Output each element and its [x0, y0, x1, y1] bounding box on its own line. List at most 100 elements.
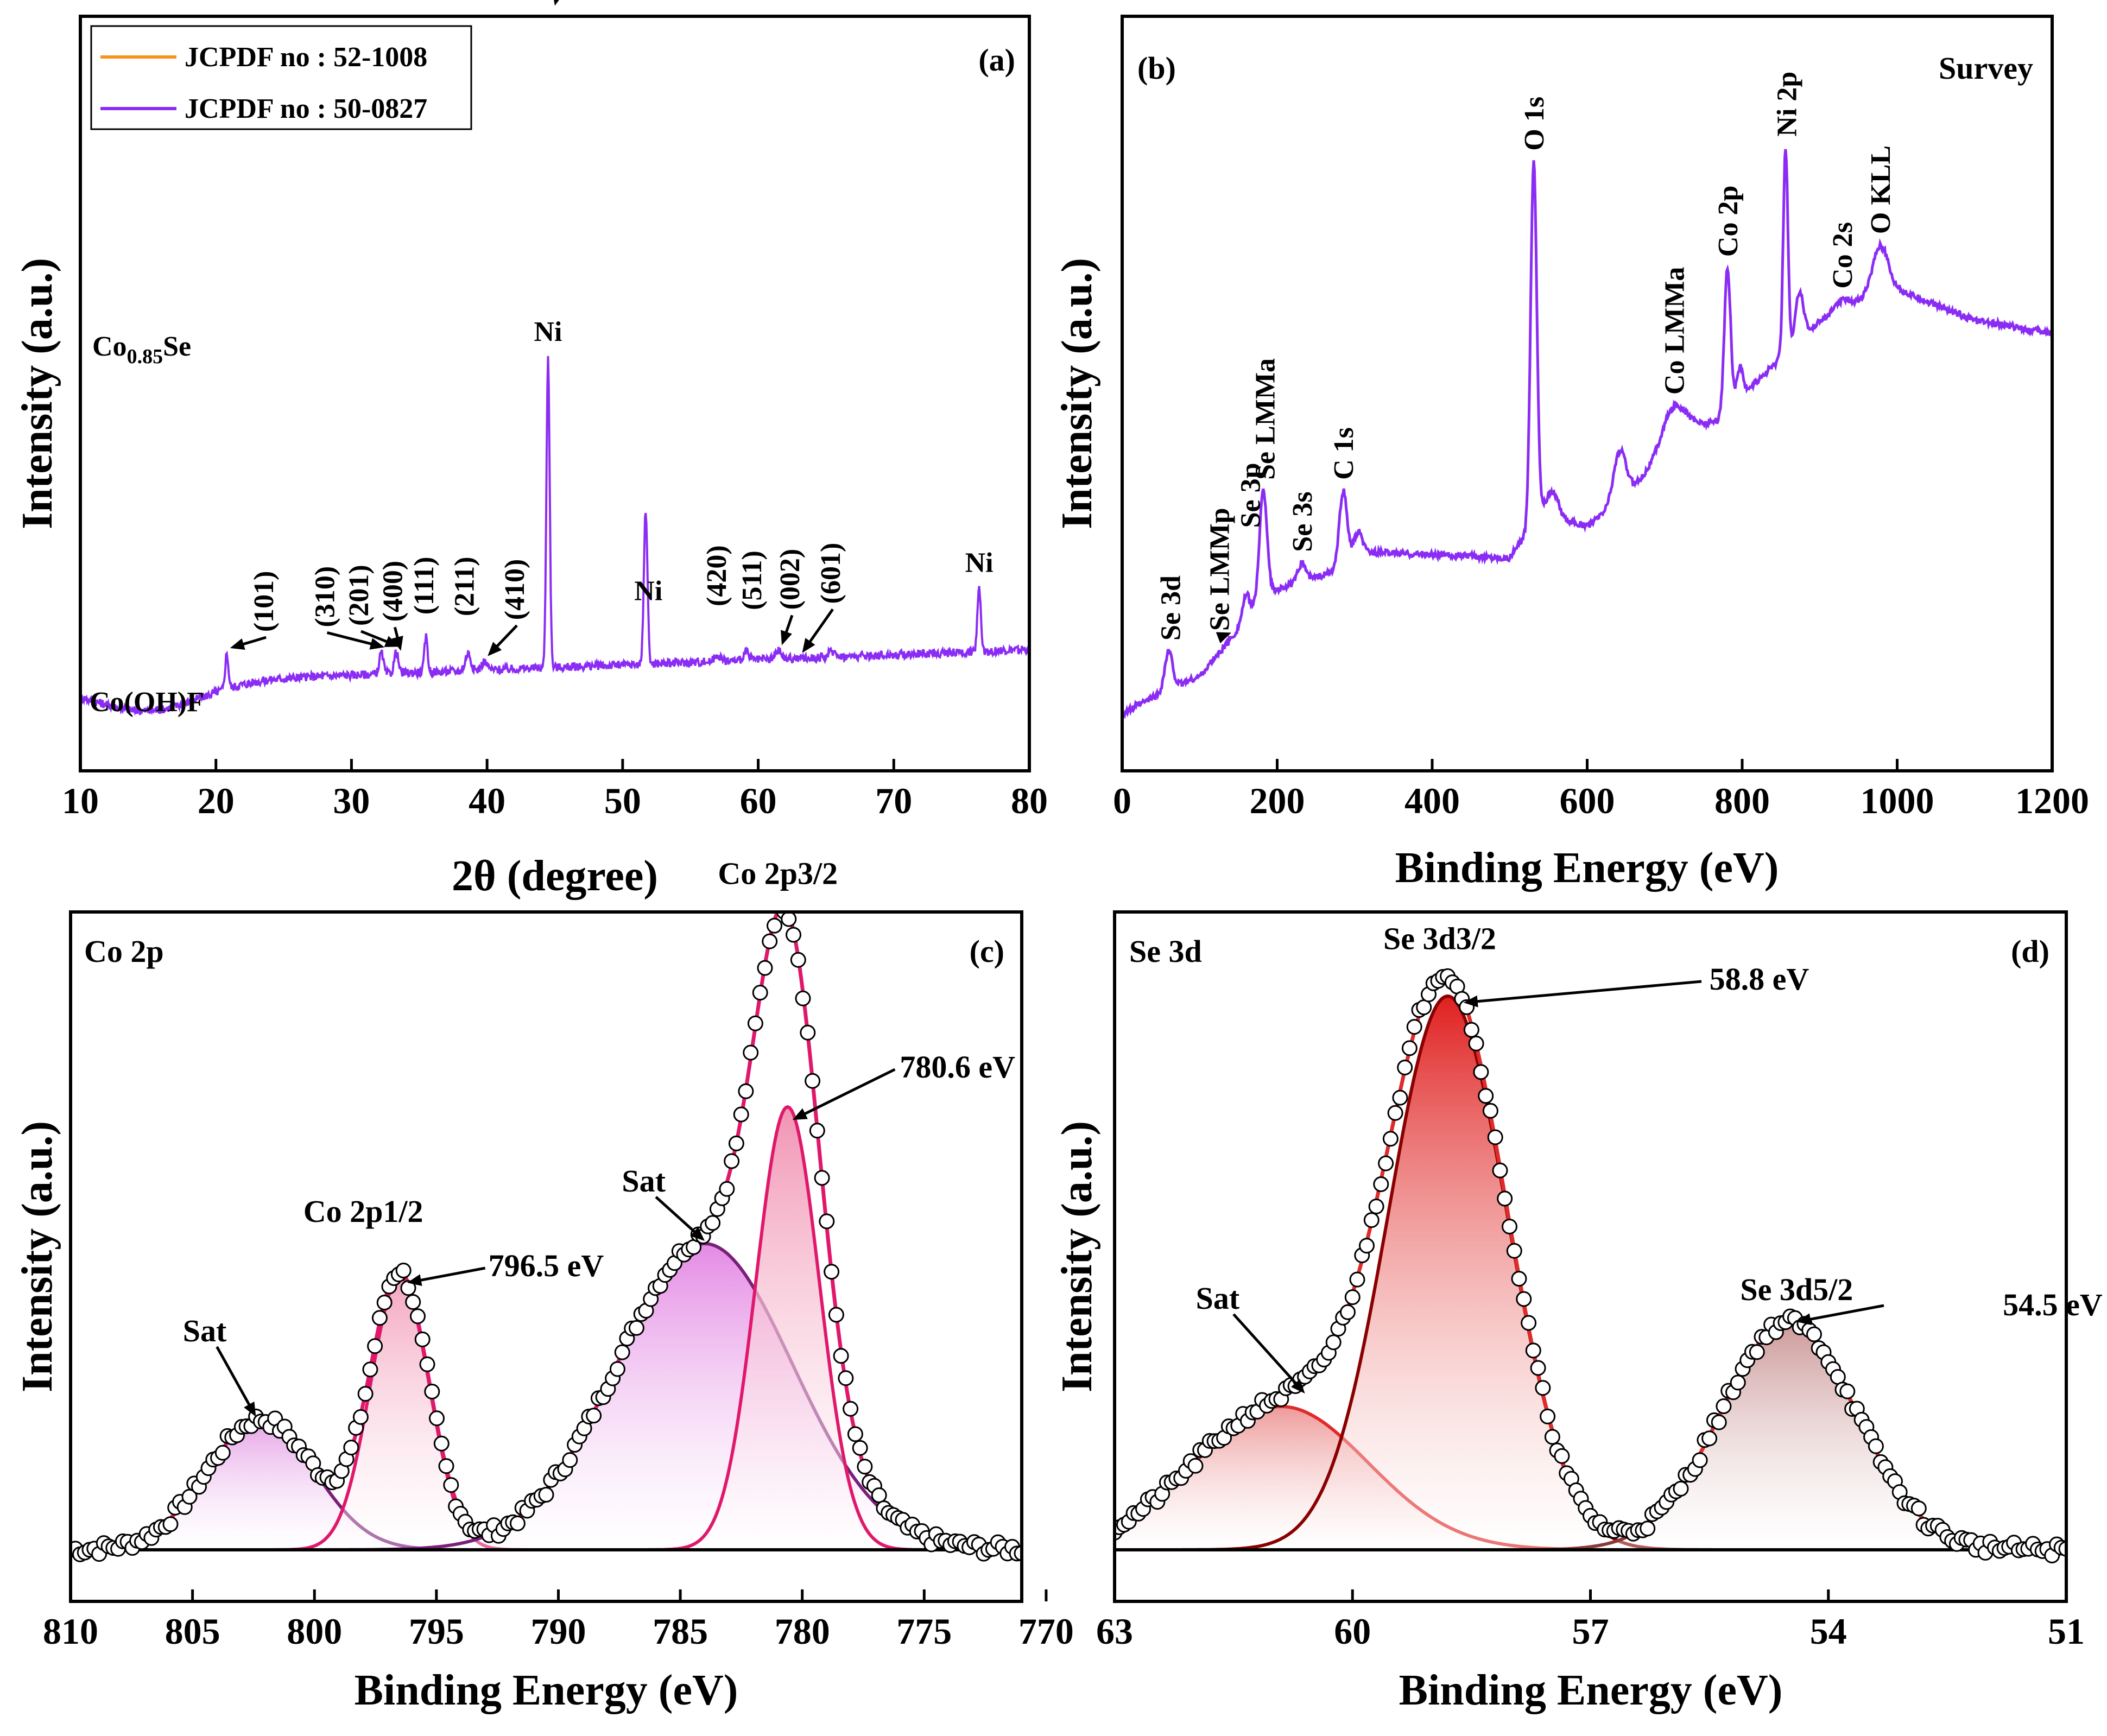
data-point	[800, 1024, 816, 1041]
annotation-co2p12: Co 2p1/2	[303, 1194, 423, 1229]
data-point	[824, 1264, 840, 1280]
a-xtick-label: 20	[198, 780, 235, 821]
annotation-se3d52: Se 3d5/2	[1740, 1272, 1853, 1307]
annotation-arrow-head	[1463, 995, 1478, 1008]
data-point	[838, 1370, 854, 1386]
data-point	[1487, 1129, 1503, 1145]
data-point	[1468, 1035, 1484, 1051]
data-point	[747, 1015, 763, 1031]
annotation-peak: Se LMMp	[1204, 508, 1235, 631]
annotation-co2p32: Co 2p3/2	[718, 856, 838, 891]
annotation-arrow	[412, 1266, 486, 1283]
data-point	[1673, 1480, 1689, 1497]
data-point	[814, 1170, 830, 1186]
annotation-energy: 780.6 eV	[900, 1049, 1015, 1085]
panel-a-legend: JCPDF no : 52-1008 JCPDF no : 50-0827	[90, 25, 472, 130]
data-point	[819, 1213, 835, 1230]
legend-entry-1: JCPDF no : 52-1008	[185, 42, 427, 73]
data-point	[833, 1348, 849, 1364]
panel-d-xlabel: Binding Energy (eV)	[1399, 1667, 1783, 1714]
annotation-peak: Ni 2p	[1771, 72, 1802, 137]
data-point	[743, 1044, 759, 1061]
annotation-arrow-head	[554, 0, 559, 6]
annotation-hkl: (410)	[499, 559, 530, 620]
data-point	[614, 1344, 630, 1360]
data-point	[362, 1361, 378, 1378]
data-point	[162, 1516, 179, 1532]
data-point	[809, 1123, 825, 1139]
annotation-peak: Co 2p	[1713, 186, 1744, 257]
b-xtick-label: 600	[1560, 780, 1615, 821]
data-point	[367, 1338, 383, 1354]
data-point	[786, 927, 801, 943]
annotation-peak: O KLL	[1865, 145, 1896, 234]
annotation-arrow	[655, 1196, 702, 1239]
panel-d: Se 3d3/2 58.8 eV Sat Se 3d5/2 54.5 eV 63 60 57…	[1053, 910, 2103, 1714]
panel-b-ylabel: Intensity (a.u.)	[1053, 258, 1101, 529]
annotation-arrow-head	[384, 636, 400, 647]
annotation-peak: Se 3d	[1156, 575, 1187, 641]
annotation-peak: O 1s	[1519, 97, 1550, 151]
component-area-3	[71, 1107, 1022, 1550]
data-point	[705, 1215, 721, 1231]
d-xtick-label: 60	[1334, 1611, 1371, 1652]
annotation-arrow-head	[244, 1401, 256, 1417]
data-point	[757, 960, 773, 976]
data-point	[1910, 1500, 1927, 1517]
annotation-arrow	[1801, 1304, 1884, 1322]
data-point	[509, 1515, 526, 1531]
panel-d-ylabel: Intensity (a.u.)	[1053, 1121, 1101, 1392]
annotation-hkl: (211)	[450, 556, 480, 616]
annotation-ni: Ni	[634, 576, 662, 607]
data-point	[1387, 1105, 1403, 1121]
data-point	[1368, 1199, 1384, 1214]
panel-c-title: Co 2p	[84, 934, 164, 969]
data-point	[852, 1440, 868, 1456]
panel-a-ylabel: Intensity (a.u.)	[14, 258, 61, 529]
annotation-hkl: (101)	[249, 571, 280, 632]
data-point	[443, 1477, 459, 1493]
data-point	[433, 1435, 450, 1452]
b-xtick-label: 200	[1250, 780, 1305, 821]
c-xtick-label: 785	[653, 1611, 708, 1652]
data-point	[352, 1409, 369, 1425]
annotation-hkl: (601)	[815, 543, 846, 604]
annotation-peak: Se LMMa	[1250, 358, 1281, 480]
data-point	[1401, 1040, 1418, 1056]
panel-a-xlabel: 2θ (degree)	[452, 852, 658, 900]
data-point	[405, 1294, 421, 1310]
data-point	[1711, 1414, 1727, 1430]
data-point	[762, 933, 778, 949]
panel-b-label: (b)	[1137, 50, 1176, 86]
annotation-arrow	[796, 1068, 896, 1119]
data-point	[1373, 1176, 1389, 1192]
annotation-ni: Ni	[965, 547, 994, 578]
annotation-arrow-head	[802, 638, 815, 653]
panel-d-label: (d)	[2011, 934, 2049, 969]
panel-c-label: (c)	[970, 934, 1004, 969]
annotation-arrow-head	[792, 1108, 808, 1120]
a-xtick-label: 80	[1011, 780, 1048, 821]
data-point	[1349, 1271, 1365, 1288]
annotation-ni: Ni	[534, 316, 562, 347]
data-point	[438, 1458, 454, 1474]
data-point	[628, 1320, 644, 1336]
annotation-arrow-head	[230, 638, 245, 650]
annotation-arrow	[326, 631, 380, 648]
b-xtick-label: 0	[1113, 780, 1131, 821]
data-point	[214, 1444, 231, 1461]
data-point	[781, 912, 797, 927]
data-point	[772, 897, 786, 911]
data-point	[1406, 1019, 1422, 1035]
annotation-arrow-head	[391, 636, 403, 651]
data-point	[538, 1487, 554, 1503]
annotation-se3d32: Se 3d3/2	[1383, 921, 1496, 956]
data-point	[562, 1452, 578, 1468]
data-point	[586, 1408, 602, 1424]
data-point	[733, 1106, 749, 1123]
annotation-sat: Sat	[1196, 1281, 1240, 1316]
data-point	[795, 990, 811, 1006]
data-point	[847, 1426, 863, 1442]
data-point	[1497, 1190, 1513, 1207]
panel-c-xlabel: Binding Energy (eV)	[355, 1667, 738, 1714]
